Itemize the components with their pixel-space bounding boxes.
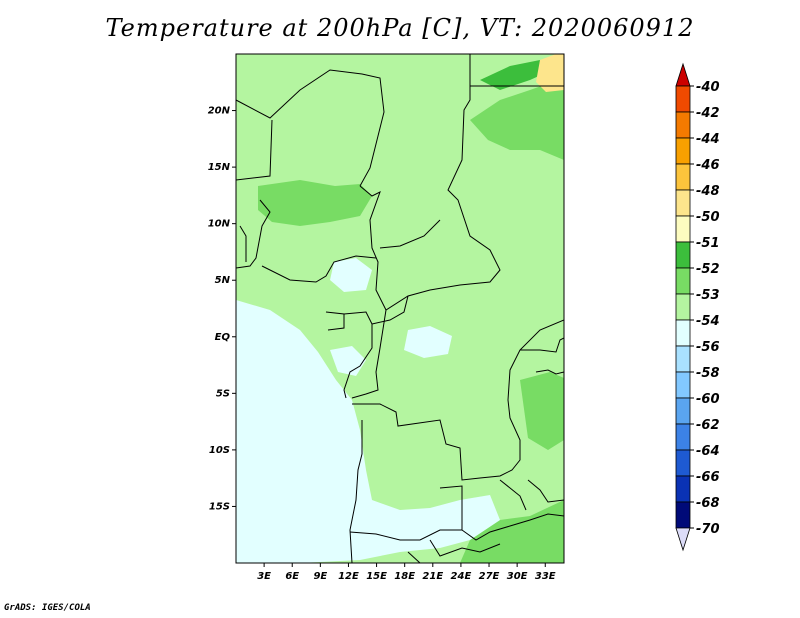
cold-region-cameroon xyxy=(330,258,372,292)
lon-tick-label: 30E xyxy=(507,571,528,582)
warmer-region-northeast xyxy=(470,78,564,160)
colorbar-swatch xyxy=(675,423,691,451)
colorbar-swatch xyxy=(675,267,691,295)
colorbar-swatch xyxy=(675,111,691,139)
colorbar-label: -64 xyxy=(696,444,720,459)
colorbar-swatch xyxy=(675,215,691,243)
colorbar-swatch xyxy=(675,85,691,113)
color-legend: -40 -42 -44 -46 -48 -50 -51 -52 -53 -54 -56 -58 -60 -… xyxy=(675,62,720,552)
colorbar-label: -44 xyxy=(696,132,720,147)
cold-region-gabon xyxy=(330,346,366,376)
colorbar-swatch xyxy=(675,371,691,399)
lon-tick-label: 33E xyxy=(535,571,556,582)
lon-tick-label: 12E xyxy=(338,571,359,582)
colorbar-label: -50 xyxy=(696,210,720,225)
lon-tick-label: 24E xyxy=(451,571,472,582)
colorbar-label: -53 xyxy=(696,288,720,303)
colorbar-label: -42 xyxy=(696,106,720,121)
lon-tick-label: 18E xyxy=(394,571,415,582)
lon-tick-label: 15E xyxy=(366,571,387,582)
lat-tick-label: EQ xyxy=(215,332,231,343)
colorbar-swatch xyxy=(675,501,691,529)
warmest-region-corner xyxy=(536,54,564,92)
lon-tick-label: 21E xyxy=(422,571,443,582)
colorbar-swatch xyxy=(675,449,691,477)
lat-tick-label: 5N xyxy=(215,275,231,286)
colorbar-swatch xyxy=(675,189,691,217)
lat-tick-label: 10N xyxy=(208,219,231,230)
colorbar-label: -46 xyxy=(696,158,720,173)
colorbar-swatch xyxy=(675,345,691,373)
map-title: Temperature at 200hPa [C], VT: 202006091… xyxy=(105,14,695,42)
colorbar-label: -40 xyxy=(696,80,720,95)
lon-tick-label: 9E xyxy=(313,571,327,582)
colorbar-label: -48 xyxy=(696,184,720,199)
lon-tick-label: 27E xyxy=(479,571,500,582)
longitude-axis: 3E 6E 9E 12E 15E 18E 21E 24E 27E 30E 33E xyxy=(257,563,556,582)
colorbar-label: -60 xyxy=(696,392,720,407)
colorbar-label: -54 xyxy=(696,314,720,329)
lat-tick-label: 15S xyxy=(209,501,230,512)
colorbar-swatch xyxy=(675,293,691,321)
lon-tick-label: 3E xyxy=(257,571,271,582)
colorbar-swatch xyxy=(675,241,691,269)
colorbar-swatch xyxy=(675,163,691,191)
lon-tick-label: 6E xyxy=(285,571,299,582)
colorbar-swatch xyxy=(675,475,691,503)
cold-region-congo xyxy=(404,326,452,358)
warmer-region-northeast-2 xyxy=(480,60,552,90)
colorbar-label: -70 xyxy=(696,522,720,537)
lat-tick-label: 10S xyxy=(209,445,230,456)
grads-credit: GrADS: IGES/COLA xyxy=(4,603,91,613)
colorbar-top-arrow xyxy=(675,62,691,87)
warm-region-sahel xyxy=(258,180,372,226)
cold-region-atlantic xyxy=(236,300,500,563)
colorbar-label: -51 xyxy=(696,236,720,251)
warm-region-north xyxy=(236,54,564,258)
colorbar-label: -62 xyxy=(696,418,720,433)
colorbar-label: -68 xyxy=(696,496,720,511)
colorbar-swatch xyxy=(675,397,691,425)
colorbar-swatch xyxy=(675,137,691,165)
colorbar-label: -52 xyxy=(696,262,720,277)
temperature-field xyxy=(236,54,564,563)
colorbar-label: -58 xyxy=(696,366,720,381)
warm-region-east xyxy=(520,372,564,450)
lat-tick-label: 20N xyxy=(208,106,231,117)
colorbar-label: -56 xyxy=(696,340,720,355)
colorbar-swatch xyxy=(675,319,691,347)
lat-tick-label: 15N xyxy=(208,162,231,173)
map-frame xyxy=(235,53,565,564)
warm-region-southeast xyxy=(460,500,564,563)
lat-tick-label: 5S xyxy=(216,388,230,399)
country-borders xyxy=(236,54,564,563)
colorbar-bottom-arrow xyxy=(675,527,691,552)
latitude-axis: 20N 15N 10N 5N EQ 5S 10S 15S xyxy=(208,106,236,512)
colorbar-label: -66 xyxy=(696,470,720,485)
